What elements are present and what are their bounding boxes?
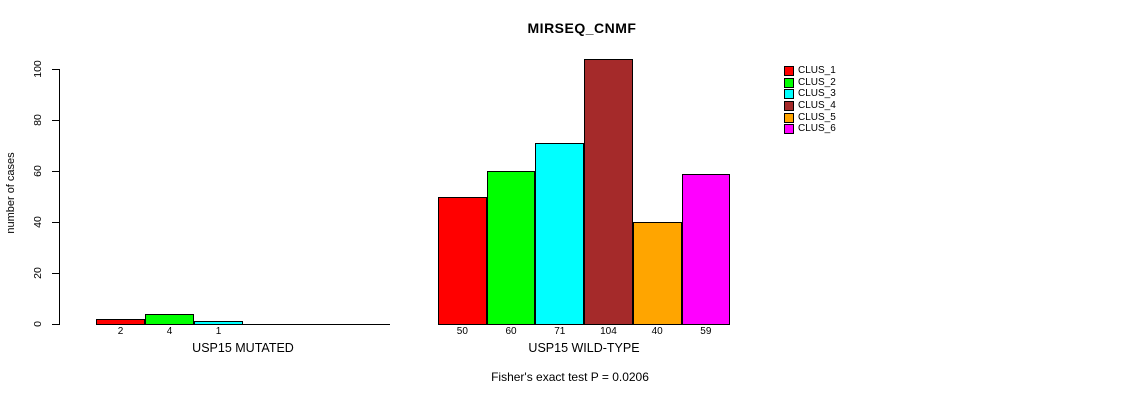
legend-swatch-icon — [784, 65, 794, 76]
bar-clus_3 — [194, 321, 243, 325]
legend-label: CLUS_2 — [798, 77, 836, 88]
bar-clus_2 — [145, 314, 194, 325]
bar-clus_3 — [535, 143, 584, 325]
y-tick — [52, 120, 59, 121]
bar-value-label: 2 — [117, 326, 124, 337]
legend-item-clus_2: CLUS_2 — [784, 77, 836, 88]
legend-swatch-icon — [784, 100, 794, 111]
legend-label: CLUS_3 — [798, 88, 836, 99]
bar-clus_2 — [487, 171, 535, 325]
legend-label: CLUS_4 — [798, 100, 836, 111]
y-tick — [52, 324, 59, 325]
legend-item-clus_5: CLUS_5 — [784, 112, 836, 123]
bar-value-label: 71 — [554, 326, 566, 337]
bar-value-label: 59 — [700, 326, 712, 337]
legend-swatch-icon — [784, 112, 794, 123]
bar-value-label: 4 — [166, 326, 173, 337]
y-tick — [52, 69, 59, 70]
y-tick — [52, 273, 59, 274]
bar-clus_1 — [96, 319, 145, 325]
bar-clus_5 — [633, 222, 682, 325]
y-axis-line — [59, 69, 60, 325]
y-tick-label: 80 — [32, 114, 44, 126]
legend-label: CLUS_6 — [798, 123, 836, 134]
bar-clus_1 — [438, 197, 487, 325]
bar-value-label: 1 — [215, 326, 222, 337]
legend-swatch-icon — [784, 123, 794, 134]
group-label-usp15-wild-type: USP15 WILD-TYPE — [528, 341, 640, 355]
bar-value-label: 40 — [651, 326, 663, 337]
legend-item-clus_1: CLUS_1 — [784, 65, 836, 76]
fisher-test-annotation: Fisher's exact test P = 0.0206 — [491, 370, 649, 384]
y-tick-label: 60 — [32, 165, 44, 177]
group-label-usp15-mutated: USP15 MUTATED — [192, 341, 294, 355]
bar-value-label: 50 — [456, 326, 468, 337]
y-axis-label: number of cases — [5, 152, 17, 234]
y-tick — [52, 171, 59, 172]
legend-swatch-icon — [784, 88, 794, 99]
y-tick-label: 0 — [32, 321, 44, 327]
chart-title: MIRSEQ_CNMF — [527, 20, 637, 36]
bar-clus_6 — [682, 174, 730, 325]
legend-item-clus_3: CLUS_3 — [784, 88, 836, 99]
legend-swatch-icon — [784, 77, 794, 88]
bar-value-label: 104 — [600, 326, 617, 337]
y-tick-label: 20 — [32, 267, 44, 279]
legend-item-clus_6: CLUS_6 — [784, 123, 836, 134]
legend-item-clus_4: CLUS_4 — [784, 100, 836, 111]
y-tick-label: 40 — [32, 216, 44, 228]
legend-label: CLUS_5 — [798, 112, 836, 123]
y-tick — [52, 222, 59, 223]
bar-clus_4 — [584, 59, 633, 325]
y-tick-label: 100 — [32, 60, 44, 78]
legend-label: CLUS_1 — [798, 65, 836, 76]
baseline — [96, 324, 390, 325]
bar-value-label: 60 — [505, 326, 517, 337]
